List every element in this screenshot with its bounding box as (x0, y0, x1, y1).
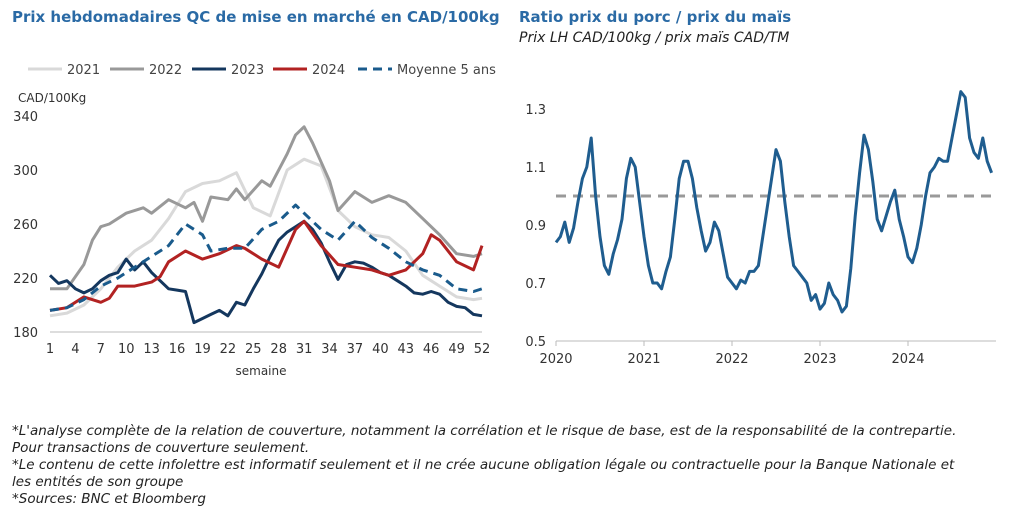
x-tick-label: 37 (347, 342, 364, 357)
y-tick-label: 340 (13, 110, 38, 125)
footnote-line: *Le contenu de cette infolettre est info… (12, 457, 955, 473)
x-tick-label: 2024 (891, 352, 924, 367)
x-tick-label: 2022 (715, 352, 748, 367)
series-line-ratio (554, 90, 994, 314)
right-chart: 0.5 0.7 0.9 1.1 1.3 2020 2021 2022 2023 2024 (525, 90, 996, 367)
series-line-2023 (48, 219, 483, 325)
left-chart-title: Prix hebdomadaires QC de mise en marché … (12, 8, 500, 26)
x-tick-label: 31 (296, 342, 313, 357)
y-tick-label: 220 (13, 272, 38, 287)
y-tick-label: 260 (13, 218, 38, 233)
x-tick-label: 7 (97, 342, 105, 357)
x-axis-title: semaine (236, 364, 287, 378)
x-tick-label: 4 (71, 342, 79, 357)
x-tick-label: 25 (245, 342, 262, 357)
x-tick-label: 40 (372, 342, 389, 357)
x-tick-label: 52 (474, 342, 491, 357)
x-tick-label: 28 (270, 342, 287, 357)
legend-label: Moyenne 5 ans (397, 63, 496, 78)
x-tick-label: 13 (143, 342, 160, 357)
x-tick-label: 43 (397, 342, 414, 357)
x-tick-label: 2023 (803, 352, 836, 367)
footnote-line: *L'analyse complète de la relation de co… (12, 423, 957, 439)
y-tick-label: 0.7 (525, 277, 546, 292)
y-axis-title: CAD/100Kg (18, 91, 86, 105)
y-tick-label: 0.5 (525, 335, 546, 350)
left-chart: 2021 2022 2023 2024 Moyenne 5 ans CAD/100Kg 18… (13, 63, 496, 378)
x-tick-label: 34 (321, 342, 338, 357)
y-tick-label: 300 (13, 164, 38, 179)
x-tick-label: 2020 (539, 352, 572, 367)
y-tick-label: 0.9 (525, 219, 546, 234)
y-tick-label: 180 (13, 326, 38, 341)
x-tick-label: 22 (220, 342, 237, 357)
x-tick-label: 49 (448, 342, 465, 357)
legend-label: 2022 (149, 63, 182, 78)
footnote-line: Pour transactions de couverture seulemen… (12, 440, 310, 456)
y-tick-label: 1.1 (525, 161, 546, 176)
x-tick-label: 16 (169, 342, 186, 357)
right-chart-subtitle: Prix LH CAD/100kg / prix maïs CAD/TM (519, 30, 790, 46)
footnote-line: les entités de son groupe (12, 474, 184, 490)
x-tick-label: 46 (423, 342, 440, 357)
y-tick-label: 1.3 (525, 103, 546, 118)
legend-label: 2023 (231, 63, 264, 78)
series-line-2022 (50, 125, 483, 291)
right-chart-title: Ratio prix du porc / prix du maïs (519, 8, 792, 26)
series-line-moyenne-5-ans (49, 203, 483, 312)
x-tick-label: 19 (194, 342, 211, 357)
x-tick-label: 10 (118, 342, 135, 357)
legend-label: 2024 (312, 63, 345, 78)
series-line-2024 (49, 219, 484, 312)
footnotes: *L'analyse complète de la relation de co… (12, 423, 1012, 508)
x-tick-label: 2021 (627, 352, 660, 367)
x-tick-label: 1 (46, 342, 54, 357)
footnote-line: *Sources: BNC et Bloomberg (12, 491, 206, 507)
legend-label: 2021 (67, 63, 100, 78)
